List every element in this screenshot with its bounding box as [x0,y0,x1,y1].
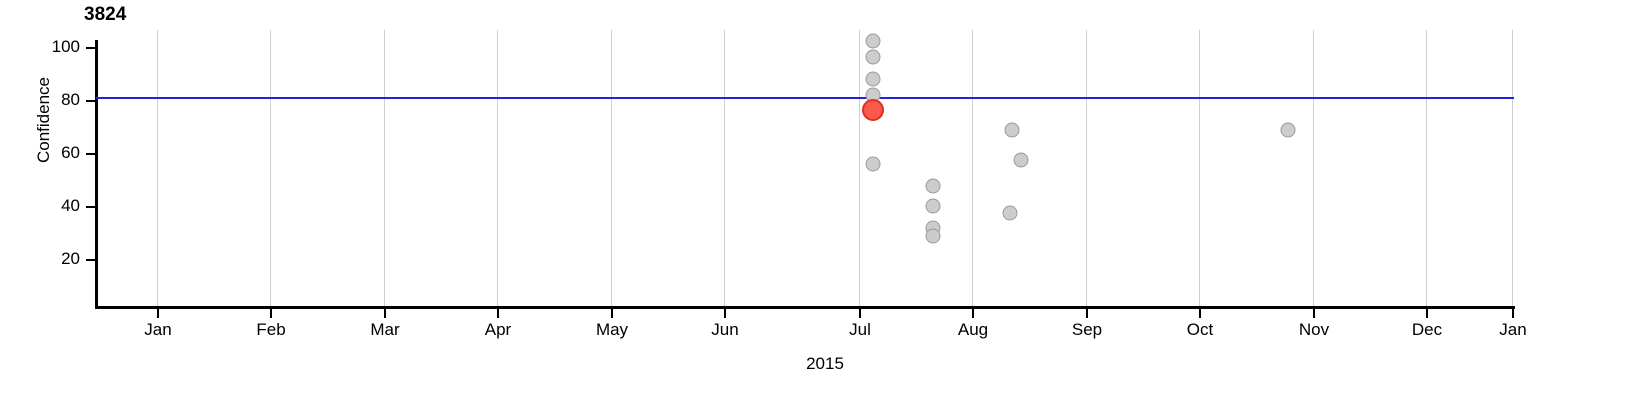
y-axis-tick-label: 20 [61,249,80,268]
x-axis-tick [1426,309,1428,318]
y-axis-tick [86,153,95,155]
x-axis-tick-label: Sep [1071,320,1103,339]
gridline [1512,30,1513,306]
data-point[interactable] [1002,205,1018,221]
gridline [724,30,725,306]
gridline [1313,30,1314,306]
gridline [384,30,385,306]
x-axis-tick-label: Jul [849,320,871,339]
x-axis-tick [972,309,974,318]
y-axis-tick [86,259,95,261]
gridline [1199,30,1200,306]
gridline [497,30,498,306]
data-point[interactable] [865,49,881,65]
data-point[interactable] [1013,152,1029,168]
gridline [1086,30,1087,306]
gridline [611,30,612,306]
x-axis-tick-label: Nov [1298,320,1330,339]
x-axis-tick [157,309,159,318]
x-axis-title: 2015 [806,354,844,373]
x-axis-line [95,306,1515,309]
data-point[interactable] [1004,122,1020,138]
x-axis-tick-label: Feb [256,320,286,339]
y-axis-tick [86,100,95,102]
x-axis-tick [859,309,861,318]
y-axis-tick [86,206,95,208]
data-point[interactable] [865,33,881,49]
x-axis-tick-label: Jan [1499,320,1527,339]
data-point[interactable] [1280,122,1296,138]
x-axis-tick-label: Aug [957,320,989,339]
x-axis-tick-label: May [595,320,629,339]
x-axis-tick [270,309,272,318]
y-axis-tick-label: 40 [61,196,80,215]
y-axis-title: Confidence [34,77,53,164]
x-axis-tick-label: Oct [1186,320,1214,339]
gridline [270,30,271,306]
gridline [859,30,860,306]
x-axis-tick-label: Jun [711,320,739,339]
data-point-highlighted[interactable] [862,99,884,121]
threshold-line [96,97,1514,99]
data-point[interactable] [925,228,941,244]
chart-title: 3824 [84,4,127,25]
x-axis-tick [1086,309,1088,318]
x-axis-tick-label: Jan [144,320,172,339]
data-point[interactable] [865,71,881,87]
data-point[interactable] [865,156,881,172]
y-axis-tick-label: 80 [61,90,80,109]
y-axis-line [95,40,98,308]
gridline [1426,30,1427,306]
x-axis-tick-label: Dec [1411,320,1443,339]
gridline [157,30,158,306]
y-axis-tick [86,47,95,49]
data-point[interactable] [925,178,941,194]
x-axis-tick-label: Mar [370,320,400,339]
x-axis-tick [611,309,613,318]
y-axis-tick-label: 60 [61,143,80,162]
gridline [972,30,973,306]
data-point[interactable] [925,198,941,214]
y-axis-tick-label: 100 [51,37,80,56]
x-axis-tick [1199,309,1201,318]
x-axis-tick [384,309,386,318]
x-axis-tick [497,309,499,318]
x-axis-tick [1313,309,1315,318]
x-axis-tick [1512,309,1514,318]
x-axis-tick [724,309,726,318]
x-axis-tick-label: Apr [484,320,512,339]
